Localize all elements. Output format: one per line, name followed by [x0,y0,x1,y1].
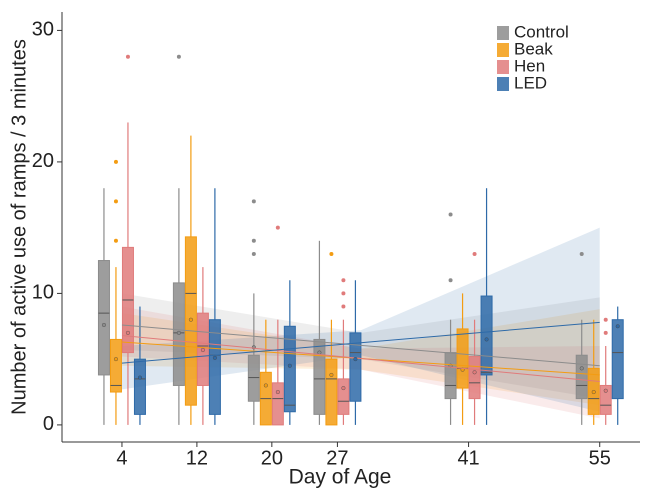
box [325,358,338,426]
outlier [176,54,181,59]
x-tick-label: 41 [457,447,479,469]
y-tick-label: 30 [32,19,54,41]
outlier [251,251,256,256]
box [456,328,469,389]
x-tick-label: 20 [261,447,283,469]
mean-point [212,355,217,360]
trend-line [121,321,600,364]
outlier [113,238,118,243]
x-axis-label: Day of Age [289,466,392,489]
outlier [579,251,584,256]
mean-point [287,363,292,368]
legend-key [497,60,509,74]
outlier [472,251,477,256]
box [271,382,284,426]
y-tick-label: 10 [32,282,54,304]
mean-point [615,324,620,329]
legend-key [497,77,509,91]
mean-point [188,317,193,322]
legend-label: LED [514,73,547,92]
legend-label: Beak [514,39,553,58]
mean-point [200,347,205,352]
outlier [448,278,453,283]
mean-point [275,390,280,395]
box [247,354,260,402]
outlier [341,291,346,296]
outlier [448,212,453,217]
outlier [341,304,346,309]
legend-label: Hen [514,56,545,75]
y-tick-label: 0 [43,413,54,435]
mean-point [329,372,334,377]
mean-point [263,383,268,388]
legend-label: Control [514,22,569,41]
box [208,319,221,415]
mean-point [341,386,346,391]
mean-point [472,370,477,375]
outlier [275,225,280,230]
outlier [113,199,118,204]
legend-key [497,43,509,57]
mean-point [137,375,142,380]
x-tick-label: 27 [326,447,348,469]
mean-point [176,330,181,335]
box [283,325,296,413]
mean-point [603,388,608,393]
box [133,358,146,415]
box [480,295,493,376]
mean-point [101,322,106,327]
box [575,354,588,400]
mean-point [353,357,358,362]
y-tick-label: 20 [32,150,54,172]
outlier [251,199,256,204]
outlier [603,330,608,335]
outlier [341,278,346,283]
box [468,356,481,400]
mean-point [484,337,489,342]
outlier [603,317,608,322]
outlier [113,159,118,164]
mean-point [591,390,596,395]
legend-key [497,26,509,40]
mean-point [579,366,584,371]
box [444,352,457,400]
box [611,319,624,400]
box [97,260,110,376]
box [599,384,612,415]
mean-point [113,357,118,362]
trend-line [121,324,600,367]
outlier [125,54,130,59]
x-tick-label: 12 [186,447,208,469]
box [313,338,326,415]
y-axis-label: Number of active use of ramps / 3 minute… [8,39,30,415]
x-tick-label: 4 [116,447,127,469]
box [337,378,350,415]
mean-point [317,350,322,355]
box [349,332,362,402]
mean-point [125,330,130,335]
box [109,338,122,393]
trend-line [121,334,600,383]
outlier [329,251,334,256]
outlier [251,238,256,243]
x-tick-label: 55 [589,447,611,469]
